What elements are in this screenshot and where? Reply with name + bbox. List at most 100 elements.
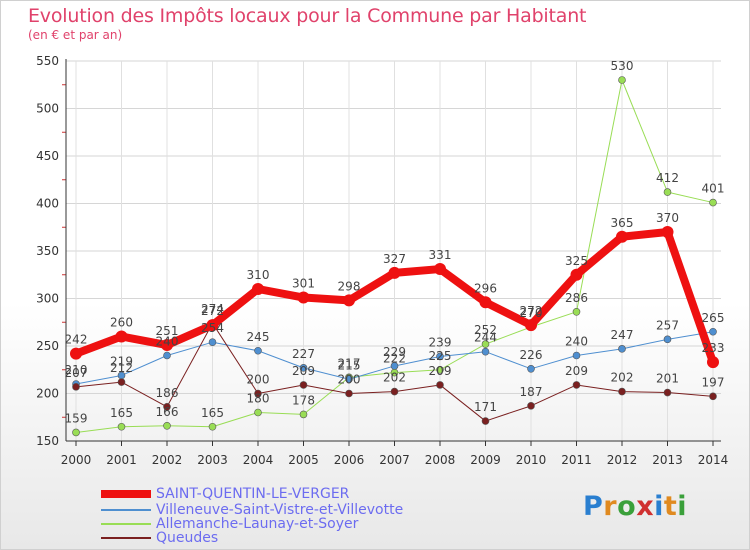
legend-item-allemanche: Allemanche-Launay-et-Soyer <box>101 516 358 532</box>
data-label: 166 <box>156 405 179 419</box>
data-label: 412 <box>656 171 679 185</box>
y-tick-label: 200 <box>36 387 59 401</box>
legend-swatch <box>101 490 151 498</box>
data-point <box>616 230 628 243</box>
data-label: 165 <box>201 406 224 420</box>
data-label: 272 <box>201 304 224 318</box>
data-point <box>390 387 399 396</box>
data-label: 365 <box>611 216 634 230</box>
data-point <box>163 421 171 430</box>
data-label: 209 <box>429 364 452 378</box>
data-point <box>161 339 173 352</box>
data-label: 274 <box>201 302 224 316</box>
x-tick-label: 2006 <box>334 453 365 467</box>
data-label: 325 <box>565 254 588 268</box>
data-point <box>343 294 355 307</box>
grid-layer <box>66 60 721 441</box>
data-label: 260 <box>110 316 133 330</box>
data-label: 247 <box>611 328 634 342</box>
data-point <box>206 319 219 332</box>
data-point <box>479 296 492 309</box>
data-label: 215 <box>338 358 361 372</box>
data-label: 240 <box>565 335 588 349</box>
data-point <box>527 402 535 410</box>
data-point <box>709 198 717 207</box>
data-label: 222 <box>383 352 406 366</box>
legend-swatch <box>101 537 151 539</box>
data-point <box>345 389 353 398</box>
data-point <box>72 383 80 391</box>
data-point <box>663 335 672 344</box>
data-point <box>115 330 128 343</box>
data-point <box>345 375 353 384</box>
logo-letter: o <box>617 491 637 522</box>
logo-letter: x <box>636 491 655 522</box>
data-label: 310 <box>247 268 270 282</box>
data-label: 212 <box>110 361 133 375</box>
data-label: 227 <box>292 347 315 361</box>
data-point <box>436 381 444 389</box>
data-label: 254 <box>201 321 224 335</box>
legend-label: Villeneuve-Saint-Vistre-et-Villevotte <box>156 502 404 518</box>
data-label: 242 <box>65 333 88 347</box>
data-label: 245 <box>247 330 270 344</box>
data-label: 272 <box>520 304 543 318</box>
data-label-layer: 242 260 251 272 310 301 298 327 331 296 272 325 365 3… <box>65 59 725 425</box>
data-point <box>117 422 126 431</box>
y-tick-label: 150 <box>36 434 59 448</box>
data-label: 239 <box>429 335 452 349</box>
data-point <box>618 76 626 84</box>
proxiti-logo: Proxiti <box>583 491 687 522</box>
data-label: 257 <box>656 318 679 332</box>
data-point <box>709 392 717 401</box>
data-point <box>709 327 717 336</box>
data-point <box>299 364 308 372</box>
x-tick-label: 2013 <box>652 453 683 467</box>
data-label: 186 <box>156 386 179 400</box>
y-tick-label: 450 <box>36 149 59 163</box>
data-label: 370 <box>656 211 679 225</box>
data-point <box>208 422 217 431</box>
data-point <box>481 340 490 348</box>
data-point <box>254 389 262 398</box>
data-label: 197 <box>702 375 725 389</box>
logo-letter: i <box>654 491 664 522</box>
x-tick-label: 2007 <box>379 453 410 467</box>
x-tick-label: 2005 <box>288 453 319 467</box>
data-label: 200 <box>338 373 361 387</box>
data-label: 252 <box>474 323 497 337</box>
logo-letter: r <box>603 491 618 522</box>
data-point <box>163 351 171 360</box>
data-point <box>525 319 537 332</box>
data-point <box>618 387 626 396</box>
x-tick-label: 2000 <box>61 453 92 467</box>
legend-item-queudes: Queudes <box>101 530 218 546</box>
legend-item-villeneuve: Villeneuve-Saint-Vistre-et-Villevotte <box>101 502 403 518</box>
data-point <box>572 381 581 389</box>
data-label: 171 <box>474 400 497 414</box>
data-point <box>299 381 308 389</box>
data-point <box>254 408 262 417</box>
data-label: 301 <box>292 277 315 291</box>
data-label: 202 <box>383 371 406 385</box>
data-point <box>299 410 308 419</box>
data-point <box>570 268 583 281</box>
data-label: 251 <box>156 324 179 338</box>
data-label: 178 <box>292 393 315 407</box>
x-tick-label: 2001 <box>106 453 137 467</box>
data-point <box>208 338 217 347</box>
data-point <box>527 364 535 373</box>
legend-label: Queudes <box>156 530 219 546</box>
data-label: 187 <box>520 385 543 399</box>
data-point <box>117 378 126 386</box>
y-tick-label: 300 <box>36 292 59 306</box>
logo-letter: i <box>677 491 688 522</box>
data-point <box>572 351 581 360</box>
data-label: 265 <box>702 311 725 325</box>
data-label: 401 <box>702 182 725 196</box>
x-tick-label: 2011 <box>561 453 592 467</box>
data-label: 530 <box>611 59 634 73</box>
data-point <box>663 188 672 196</box>
